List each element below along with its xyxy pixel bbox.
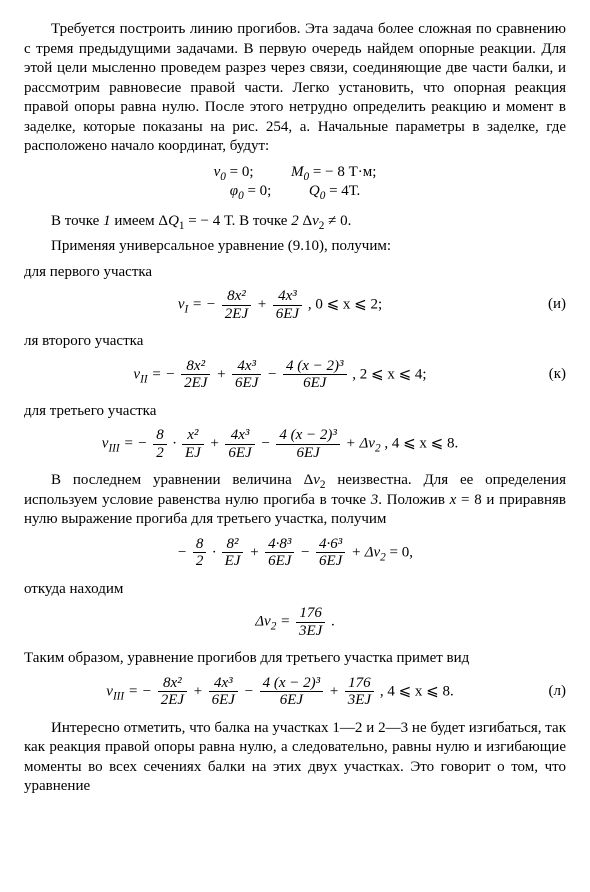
paragraph-8: откуда находим <box>24 580 566 600</box>
equation-dv2: Δv2 = 1763EJ . <box>24 605 566 639</box>
paragraph-1: Требуется построить линию прогибов. Эта … <box>24 20 566 157</box>
paragraph-7: В последнем уравнении величина Δv2 неизв… <box>24 471 566 530</box>
paragraph-6: для третьего участка <box>24 402 566 422</box>
paragraph-2: В точке 1 имеем ΔQ1 = − 4 Т. В точке 2 Δ… <box>24 212 566 232</box>
equation-initial-params: v0 = 0; M0 = − 8 Т·м; φ0 = 0; Q0 = 4Т. <box>24 163 566 202</box>
equation-v2: vII = − 8x²2EJ + 4x³6EJ − 4 (x − 2)³6EJ … <box>24 358 566 392</box>
paragraph-9: Таким образом, уравнение прогибов для тр… <box>24 649 566 669</box>
paragraph-10: Интересно отметить, что балка на участка… <box>24 719 566 797</box>
equation-v3-final: vIII = − 8x²2EJ + 4x³6EJ − 4 (x − 2)³6EJ… <box>24 675 566 709</box>
paragraph-5: ля второго участка <box>24 332 566 352</box>
equation-v1: vI = − 8x²2EJ + 4x³6EJ , 0 ⩽ x ⩽ 2; (и) <box>24 288 566 322</box>
paragraph-3: Применяя универсальное уравнение (9.10),… <box>24 237 566 257</box>
equation-substitution: − 82 · 8²EJ + 4·8³6EJ − 4·6³6EJ + Δv2 = … <box>24 536 566 570</box>
paragraph-4: для первого участка <box>24 263 566 283</box>
equation-v3: vIII = − 82 · x²EJ + 4x³6EJ − 4 (x − 2)³… <box>24 427 566 461</box>
